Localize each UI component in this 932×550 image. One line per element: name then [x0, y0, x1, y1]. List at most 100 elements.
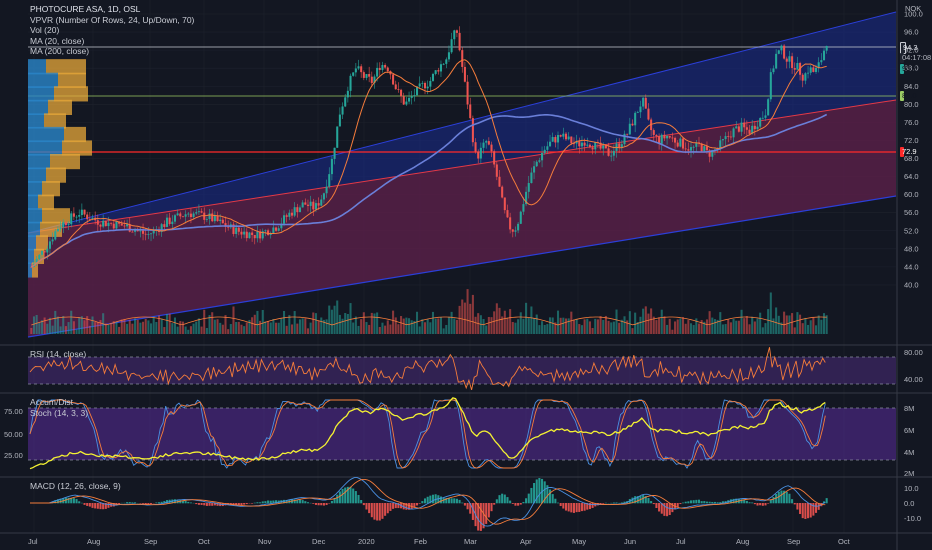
volume-bar [392, 310, 395, 334]
macd-hist-bar [418, 503, 421, 504]
candle-body [267, 230, 270, 235]
volume-bar [40, 320, 43, 334]
macd-hist-bar [237, 503, 240, 506]
level-84-label: 84.0 [900, 91, 917, 101]
volume-bar [314, 313, 317, 334]
candle-body [272, 227, 275, 234]
candle-body [123, 225, 126, 227]
candle-body [322, 193, 325, 200]
macd-hist-bar [165, 500, 169, 504]
macd-hist-bar [721, 501, 724, 504]
candle-body [610, 155, 613, 157]
candle-body [477, 151, 480, 159]
candle-body [801, 74, 804, 81]
macd-hist-bar [487, 503, 490, 518]
y-tick-label: 52.0 [904, 226, 919, 235]
volume-bar [285, 325, 288, 334]
candle-body [711, 149, 714, 157]
macd-hist-bar [477, 503, 480, 531]
macd-hist-bar [251, 503, 254, 504]
volume-bar [67, 322, 70, 334]
candle-body [408, 97, 411, 102]
volume-bar [822, 313, 826, 334]
macd-hist-bar [368, 503, 371, 514]
macd-hist-bar [59, 498, 62, 504]
macd-hist-bar [261, 501, 264, 504]
volume-bar [293, 311, 296, 334]
candle-body [248, 232, 251, 239]
candle-body [288, 212, 291, 217]
macd-hist-bar [160, 501, 163, 504]
volume-bar [549, 317, 552, 334]
ma20-legend[interactable]: MA (20, close) [30, 35, 85, 46]
macd-hist-bar [72, 498, 75, 504]
candle-body [245, 231, 248, 239]
y-tick-label: 92.0 [904, 46, 919, 55]
macd-hist-bar [272, 500, 275, 504]
macd-hist-bar [517, 503, 520, 506]
volume-bar [408, 318, 411, 334]
candle-body [187, 213, 190, 215]
volume-bar [724, 324, 727, 334]
candle-body [812, 67, 815, 72]
rsi-legend-label[interactable]: RSI (14, close) [30, 349, 87, 359]
volume-bar [796, 312, 799, 334]
macd-hist-bar [232, 503, 235, 506]
volume-bar [221, 324, 224, 334]
candle-body [463, 66, 466, 82]
candle-body [43, 251, 46, 253]
candle-body [727, 136, 730, 137]
vpvr-up [28, 72, 58, 88]
macd-hist-bar [205, 503, 208, 506]
macd-hist-bar [107, 503, 110, 508]
macd-hist-bar [245, 503, 248, 505]
volume-bar [397, 324, 400, 334]
candle-body [793, 67, 796, 70]
price-legend: PHOTOCURE ASA, 1D, OSL VPVR (Number Of R… [30, 4, 194, 57]
accum-legend-label[interactable]: Accum/Dist [30, 397, 73, 407]
macd-hist-bar [386, 503, 389, 514]
macd-hist-bar [501, 493, 504, 504]
candle-body [636, 112, 639, 113]
macd-hist-bar [102, 503, 105, 510]
candle-body [394, 84, 397, 90]
stoch-tick: 50.00 [4, 430, 23, 439]
candle-body [572, 143, 575, 145]
stoch-legend-label[interactable]: Stoch (14, 3, 3) [30, 407, 89, 418]
volume-bar [112, 321, 115, 334]
symbol-title[interactable]: PHOTOCURE ASA, 1D, OSL [30, 4, 141, 14]
macd-hist-bar [525, 498, 528, 504]
y-tick-label: 72.0 [904, 136, 919, 145]
macd-hist-bar [743, 499, 746, 504]
candle-body [59, 227, 62, 229]
volume-bar [705, 319, 708, 334]
ma200-legend[interactable]: MA (200, close) [30, 46, 90, 56]
volume-bar [134, 318, 137, 334]
volume-bar [583, 319, 586, 334]
volume-bar [136, 319, 139, 334]
macd-hist-bar [791, 499, 794, 504]
macd-hist-bar [275, 500, 278, 504]
red-channel [28, 100, 896, 337]
volume-bars [30, 289, 828, 334]
candle-body [150, 233, 153, 235]
candle-body [780, 45, 783, 51]
candle-body [807, 72, 810, 74]
candle-body [86, 214, 89, 220]
volume-bar [245, 322, 248, 334]
volume-bar [189, 326, 192, 334]
macd-hist-bar [498, 495, 501, 504]
volume-bar [152, 316, 155, 334]
volume-bar [179, 321, 182, 334]
macd-hist-bar [86, 503, 89, 506]
candle-body [445, 59, 448, 64]
volume-bar [610, 322, 613, 334]
vol-legend[interactable]: Vol (20) [30, 25, 60, 35]
macd-legend-label[interactable]: MACD (12, 26, close, 9) [30, 481, 121, 491]
candle-body [264, 230, 267, 232]
candle-body [235, 227, 238, 234]
candle-body [38, 254, 41, 259]
vpvr-legend[interactable]: VPVR (Number Of Rows, 24, Up/Down, 70) [30, 14, 195, 25]
candle-body [208, 213, 211, 220]
